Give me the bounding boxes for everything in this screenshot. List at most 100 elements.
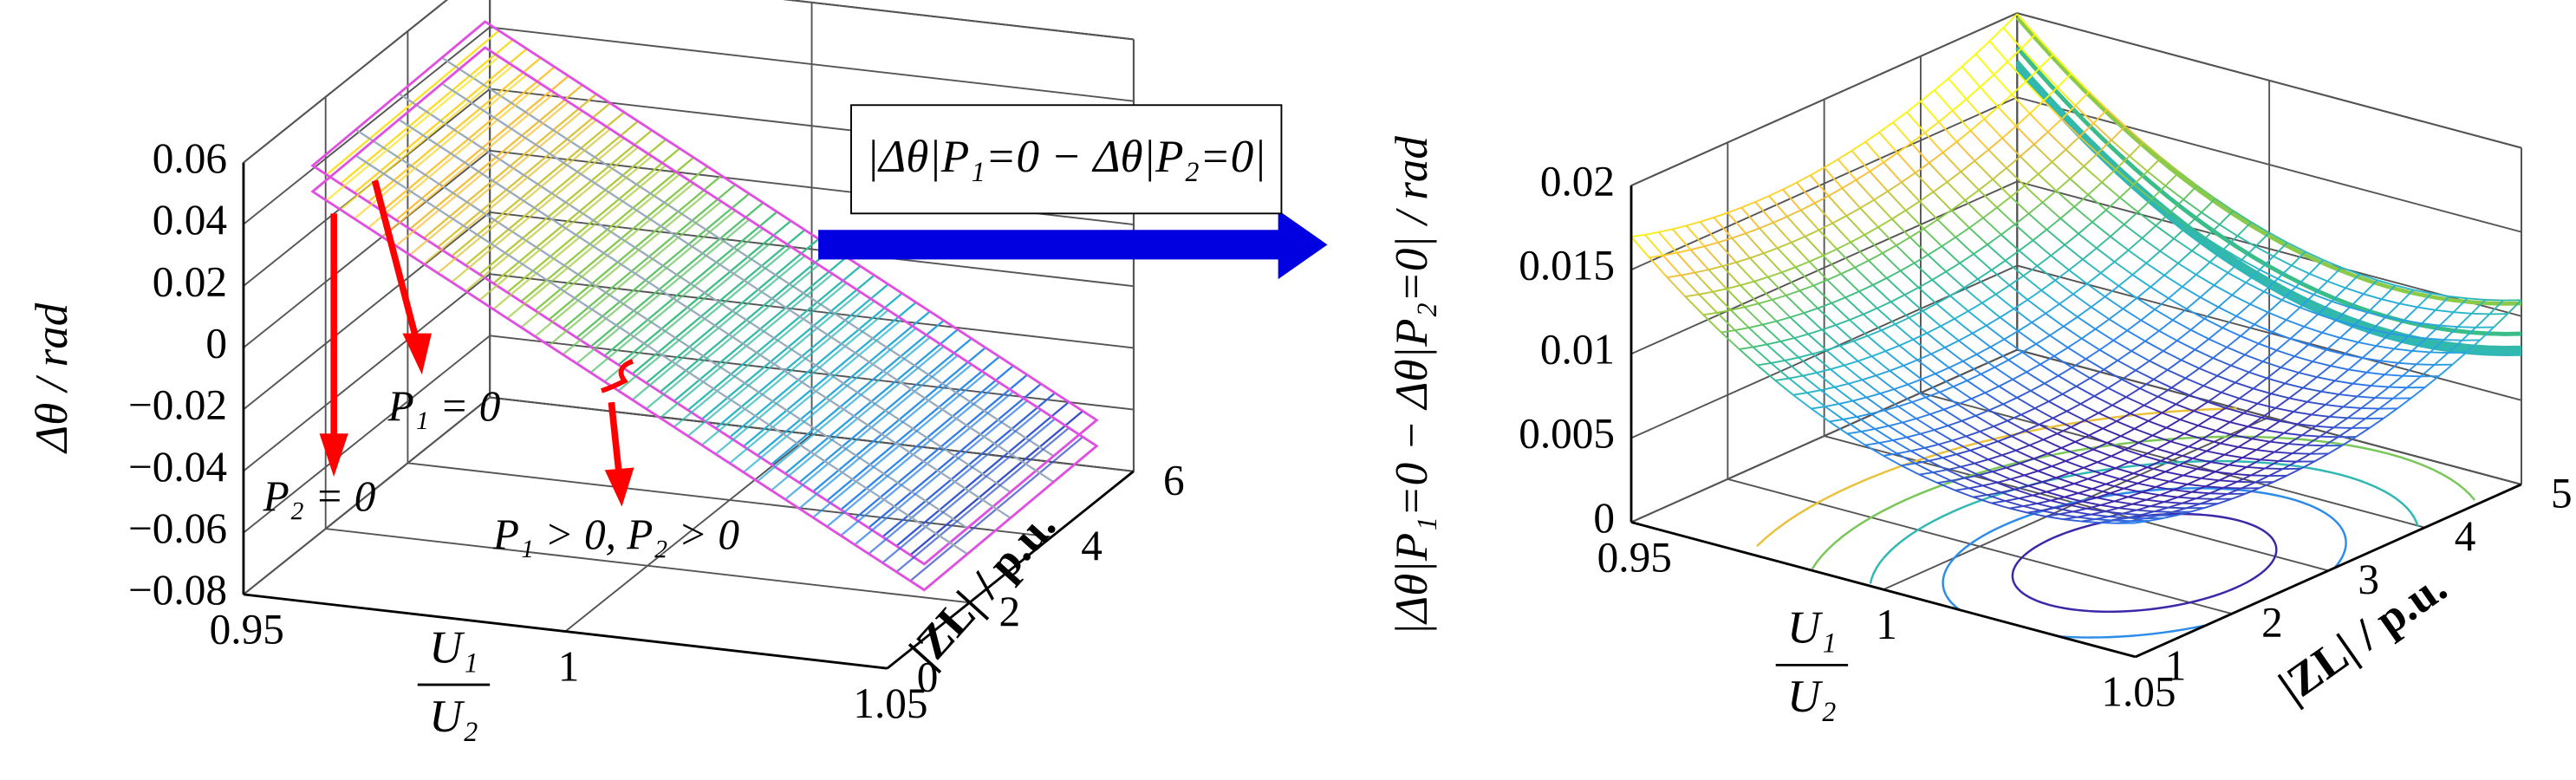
- surface-mesh: [2339, 393, 2358, 398]
- surface-mesh: [2036, 503, 2056, 510]
- surface-mesh: [2361, 406, 2380, 410]
- surface-mesh: [2187, 483, 2206, 488]
- surface-mesh: [2290, 337, 2309, 346]
- surface-mesh: [1969, 130, 1989, 151]
- surface-mesh: [1753, 281, 1773, 301]
- surface-mesh: [1689, 249, 1709, 270]
- surface-mesh: [2398, 361, 2417, 366]
- surface-mesh: [2232, 466, 2247, 475]
- surface-mesh: [2015, 449, 2034, 460]
- surface-mesh: [2367, 311, 2386, 318]
- surface-mesh: [2001, 454, 2020, 465]
- surface-mesh: [2078, 135, 2098, 154]
- surface-mesh: [2153, 378, 2172, 389]
- surface-mesh: [1649, 257, 1669, 278]
- annotation: P₁ = 0: [387, 382, 501, 430]
- surface-mesh: [2421, 322, 2440, 327]
- surface-mesh: [1792, 393, 1812, 410]
- surface-mesh: [2137, 198, 2153, 213]
- surface-mesh: [2008, 275, 2024, 286]
- surface-mesh: [2267, 377, 2286, 385]
- surface-mesh: [1968, 484, 1983, 490]
- surface-mesh: [2111, 455, 2130, 464]
- surface-mesh: [1990, 338, 2005, 348]
- surface-mesh: [2217, 497, 2233, 504]
- surface-mesh: [1982, 481, 1997, 487]
- surface-mesh: [1996, 481, 2015, 491]
- surface-mesh: [1799, 284, 1814, 292]
- surface-mesh: [2182, 185, 2198, 200]
- surface-mesh: [2176, 403, 2195, 413]
- surface-mesh: [1830, 364, 1844, 370]
- surface-mesh: [1941, 245, 1961, 264]
- surface-mesh: [1845, 207, 1861, 217]
- surface-mesh: [2135, 360, 2150, 372]
- surface-mesh: [1922, 302, 1937, 312]
- surface-mesh: [2010, 478, 2029, 487]
- surface-mesh: [2158, 319, 2174, 332]
- surface-mesh: [2240, 323, 2255, 337]
- surface-mesh: [1896, 244, 1916, 264]
- surface-mesh: [1877, 226, 1897, 246]
- surface-mesh: [1877, 301, 1891, 309]
- surface-mesh: [1991, 259, 2007, 271]
- surface-mesh: [1982, 484, 2001, 494]
- surface-mesh: [2215, 421, 2231, 432]
- surface-mesh: [1895, 316, 1909, 326]
- surface-mesh: [2136, 505, 2151, 511]
- surface-mesh: [2225, 406, 2244, 414]
- surface-mesh: [2046, 229, 2065, 246]
- surface-mesh: [2000, 224, 2016, 236]
- surface-mesh: [2461, 327, 2477, 341]
- surface-mesh: [2166, 426, 2185, 435]
- surface-mesh: [2115, 461, 2130, 470]
- surface-mesh: [2103, 360, 2118, 371]
- surface-mesh: [1772, 294, 1786, 301]
- surface-mesh: [1957, 403, 1976, 417]
- surface-mesh: [1979, 431, 1999, 443]
- surface-mesh: [1929, 152, 1944, 164]
- surface-mesh: [2378, 397, 2394, 410]
- surface-mesh: [2226, 335, 2241, 348]
- surface-mesh: [2211, 406, 2227, 418]
- surface-mesh: [2074, 91, 2091, 107]
- grid-line: [1630, 96, 2018, 271]
- surface-mesh: [1945, 262, 1961, 273]
- surface-mesh: [2421, 309, 2436, 324]
- surface-mesh: [1889, 364, 1904, 372]
- surface-mesh: [1749, 252, 1765, 259]
- surface-mesh: [1954, 310, 1969, 320]
- surface-mesh: [2000, 488, 2015, 494]
- surface-mesh: [1983, 106, 1999, 120]
- surface-mesh: [2218, 210, 2234, 225]
- surface-mesh: [2157, 387, 2173, 398]
- surface-mesh: [1980, 373, 2000, 387]
- surface-mesh: [2093, 395, 2113, 406]
- surface-mesh: [1958, 340, 1978, 355]
- surface-mesh: [2014, 488, 2033, 497]
- surface-mesh: [2143, 454, 2162, 462]
- surface-mesh: [1989, 346, 2009, 361]
- surface-mesh: [2413, 289, 2432, 295]
- surface-mesh: [2133, 472, 2152, 479]
- surface-mesh: [1859, 198, 1875, 209]
- surface-mesh: [1721, 329, 1735, 334]
- surface-mesh: [2219, 224, 2238, 237]
- surface-mesh: [2334, 380, 2353, 385]
- surface-mesh: [2195, 492, 2210, 500]
- surface-mesh: [1860, 431, 1880, 444]
- surface-mesh: [2182, 285, 2202, 298]
- surface-mesh: [1812, 349, 1827, 355]
- surface-mesh: [1685, 224, 1706, 247]
- surface-mesh: [2257, 402, 2276, 409]
- surface-mesh: [1841, 179, 1857, 189]
- surface-mesh: [2052, 417, 2072, 428]
- surface-mesh: [2092, 442, 2108, 451]
- surface-mesh: [1789, 316, 1809, 335]
- surface-mesh: [2005, 250, 2020, 262]
- surface-mesh: [2086, 507, 2105, 513]
- surface-mesh: [2286, 319, 2305, 328]
- surface-mesh: [2156, 440, 2171, 450]
- surface-mesh: [1864, 140, 1884, 163]
- surface-mesh: [2371, 385, 2390, 388]
